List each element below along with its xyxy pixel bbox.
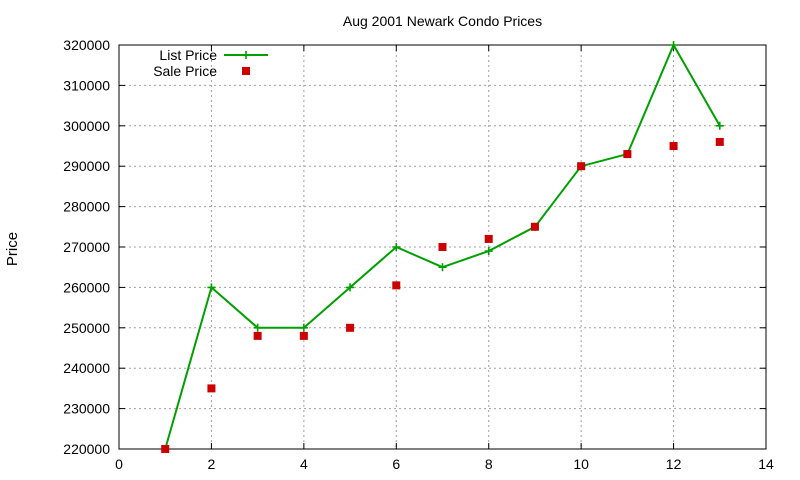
y-tick-label: 230000	[63, 401, 110, 417]
chart-title: Aug 2001 Newark Condo Prices	[343, 13, 542, 29]
y-tick-label: 320000	[63, 37, 110, 53]
data-point	[669, 41, 678, 49]
data-point	[207, 384, 216, 393]
data-point	[253, 331, 262, 340]
legend-label: List Price	[159, 47, 217, 63]
y-tick-label: 290000	[63, 158, 110, 174]
y-tick-label: 270000	[63, 239, 110, 255]
axis-ticks: 0 2 4 6 8 10 12 14 220000 230000 240000 250000 26000…	[63, 37, 774, 472]
x-tick-label: 2	[208, 456, 216, 472]
x-tick-label: 0	[115, 456, 123, 472]
y-tick-label: 300000	[63, 118, 110, 134]
y-tick-label: 250000	[63, 320, 110, 336]
series-layer	[161, 41, 724, 453]
y-tick-label: 240000	[63, 360, 110, 376]
legend-marker	[242, 51, 250, 59]
data-point	[346, 283, 355, 292]
data-point	[346, 323, 355, 332]
y-tick-label: 260000	[63, 279, 110, 295]
x-tick-label: 10	[573, 456, 589, 472]
data-point	[623, 150, 632, 159]
x-tick-label: 6	[392, 456, 400, 472]
series-sale-price	[161, 137, 724, 453]
data-point	[438, 243, 447, 251]
data-point	[207, 283, 216, 292]
y-tick-label: 220000	[63, 441, 110, 457]
data-point	[530, 222, 539, 231]
data-point	[392, 243, 401, 251]
data-point	[715, 121, 724, 130]
x-tick-label: 8	[485, 456, 493, 472]
x-tick-label: 14	[758, 456, 774, 472]
y-tick-label: 310000	[63, 77, 110, 93]
data-point	[392, 281, 401, 290]
data-point	[577, 162, 586, 171]
data-point	[484, 247, 493, 256]
y-axis-label: Price	[4, 232, 21, 266]
data-point	[484, 234, 493, 243]
data-point	[299, 323, 308, 332]
data-point	[161, 445, 170, 453]
y-tick-label: 280000	[63, 199, 110, 215]
grid-lines	[119, 45, 766, 449]
data-point	[253, 323, 262, 332]
data-point	[669, 142, 678, 150]
legend-marker	[242, 67, 250, 75]
data-point	[715, 137, 724, 146]
x-tick-label: 4	[300, 456, 308, 472]
x-tick-label: 12	[666, 456, 682, 472]
data-point	[299, 331, 308, 340]
data-point	[438, 263, 447, 272]
legend-label: Sale Price	[153, 63, 217, 79]
